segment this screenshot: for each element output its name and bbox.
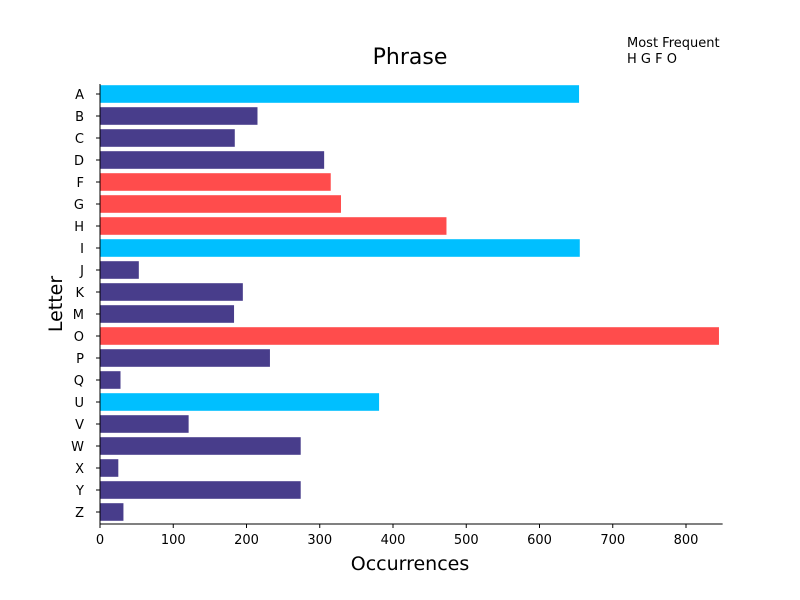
y-tick-label: Q [74, 374, 84, 389]
y-axis-label: Letter [45, 276, 67, 333]
x-tick-label: 800 [674, 533, 699, 548]
bar-j [100, 261, 139, 279]
x-tick-label: 600 [527, 533, 552, 548]
bar-i [100, 239, 580, 257]
x-tick-label: 400 [381, 533, 406, 548]
y-tick-label: H [74, 220, 84, 235]
bar-q [100, 371, 121, 389]
bar-h [100, 217, 447, 235]
y-tick-label: K [75, 286, 84, 301]
bar-w [100, 437, 301, 455]
y-tick-label: U [74, 396, 84, 411]
y-tick-label: W [71, 440, 84, 455]
y-tick-label: G [74, 198, 84, 213]
y-tick-label: C [75, 132, 84, 147]
y-tick-label: J [79, 264, 84, 279]
bar-d [100, 151, 325, 169]
y-tick-label: Z [75, 506, 84, 521]
bar-m [100, 305, 235, 323]
y-tick-label: P [76, 352, 84, 367]
y-tick-label: X [75, 462, 84, 477]
x-tick-label: 200 [234, 533, 259, 548]
bar-z [100, 503, 124, 521]
x-axis-ticks: 0 100 200 300 400 500 600 700 800 [96, 524, 699, 548]
bar-g [100, 195, 341, 213]
y-tick-label: I [80, 242, 84, 257]
chart-title: Phrase [373, 45, 448, 70]
annotation-letters: H G F O [627, 52, 677, 67]
bar-c [100, 129, 235, 147]
annotation-heading: Most Frequent [627, 36, 720, 51]
x-tick-label: 700 [600, 533, 625, 548]
y-tick-label: V [75, 418, 84, 433]
y-tick-label: D [74, 154, 84, 169]
bar-b [100, 107, 258, 125]
x-tick-label: 100 [161, 533, 186, 548]
x-tick-label: 0 [96, 533, 104, 548]
y-tick-label: F [77, 176, 84, 191]
y-tick-label: M [73, 308, 84, 323]
y-tick-label: A [75, 88, 84, 103]
x-tick-label: 300 [307, 533, 332, 548]
x-axis-label: Occurrences [351, 553, 470, 575]
bar-a [100, 85, 580, 103]
y-tick-label: B [75, 110, 84, 125]
bar-k [100, 283, 243, 301]
bar-y [100, 481, 301, 499]
y-tick-label: O [74, 330, 84, 345]
bar-o [100, 327, 719, 345]
bars-group [100, 85, 719, 521]
x-tick-label: 500 [454, 533, 479, 548]
bar-u [100, 393, 380, 411]
bar-x [100, 459, 119, 477]
bar-v [100, 415, 189, 433]
bar-f [100, 173, 331, 191]
bar-p [100, 349, 270, 367]
y-tick-label: Y [75, 484, 84, 499]
